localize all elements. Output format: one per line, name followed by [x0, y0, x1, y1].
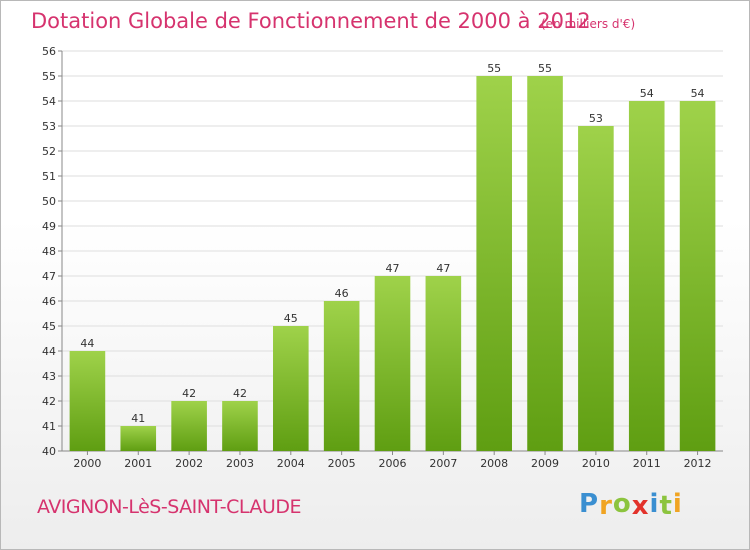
- value-label-2003: 42: [233, 387, 247, 400]
- y-tick-label: 42: [42, 395, 56, 408]
- commune-name: AVIGNON-LèS-SAINT-CLAUDE: [37, 496, 301, 518]
- value-label-2008: 55: [487, 62, 501, 75]
- y-tick-label: 41: [42, 420, 56, 433]
- x-tick-label-2012: 2012: [684, 457, 712, 470]
- bar-2005: [324, 301, 360, 451]
- value-label-2001: 41: [131, 412, 145, 425]
- value-label-2005: 46: [335, 287, 349, 300]
- bar-2012: [680, 101, 716, 451]
- bar-2001: [120, 426, 156, 451]
- value-label-2011: 54: [640, 87, 654, 100]
- value-label-2006: 47: [386, 262, 400, 275]
- y-tick-label: 44: [42, 345, 56, 358]
- bar-2004: [273, 326, 309, 451]
- x-tick-label-2008: 2008: [480, 457, 508, 470]
- logo-letter: i: [673, 489, 683, 519]
- x-tick-label-2004: 2004: [277, 457, 305, 470]
- y-tick-label: 52: [42, 145, 56, 158]
- y-tick-label: 54: [42, 95, 56, 108]
- bar-2003: [222, 401, 258, 451]
- logo-letter: r: [599, 491, 613, 521]
- x-tick-label-2010: 2010: [582, 457, 610, 470]
- x-tick-label-2007: 2007: [429, 457, 457, 470]
- y-tick-label: 46: [42, 295, 56, 308]
- value-label-2012: 54: [691, 87, 705, 100]
- bar-2007: [426, 276, 462, 451]
- logo-letter: t: [659, 491, 672, 521]
- bar-chart: 40 41 42 43 44 45 46 47 48 49 50 51 52 53 54 55 56 44 200…: [1, 1, 749, 549]
- y-tick-label: 50: [42, 195, 56, 208]
- logo-letter: x: [632, 491, 650, 521]
- proxiti-logo[interactable]: Proxiti: [579, 489, 683, 519]
- x-tick-label-2011: 2011: [633, 457, 661, 470]
- value-label-2007: 47: [436, 262, 450, 275]
- y-tick-label: 43: [42, 370, 56, 383]
- y-tick-label: 48: [42, 245, 56, 258]
- bar-2008: [476, 76, 512, 451]
- y-tick-label: 53: [42, 120, 56, 133]
- bar-2010: [578, 126, 614, 451]
- x-tick-label-2002: 2002: [175, 457, 203, 470]
- bar-2002: [171, 401, 207, 451]
- bar-2011: [629, 101, 665, 451]
- bar-2000: [70, 351, 106, 451]
- value-label-2010: 53: [589, 112, 603, 125]
- value-label-2002: 42: [182, 387, 196, 400]
- value-label-2009: 55: [538, 62, 552, 75]
- y-tick-label: 49: [42, 220, 56, 233]
- value-label-2000: 44: [80, 337, 94, 350]
- logo-letter: i: [650, 489, 660, 519]
- x-tick-label-2003: 2003: [226, 457, 254, 470]
- logo-letter: P: [579, 489, 599, 519]
- y-tick-label: 56: [42, 45, 56, 58]
- x-tick-label-2001: 2001: [124, 457, 152, 470]
- chart-frame: Dotation Globale de Fonctionnement de 20…: [0, 0, 750, 550]
- x-tick-label-2006: 2006: [379, 457, 407, 470]
- logo-letter: o: [613, 489, 632, 519]
- value-label-2004: 45: [284, 312, 298, 325]
- x-tick-label-2009: 2009: [531, 457, 559, 470]
- y-tick-label: 40: [42, 445, 56, 458]
- x-tick-label-2000: 2000: [73, 457, 101, 470]
- y-tick-label: 45: [42, 320, 56, 333]
- y-tick-label: 51: [42, 170, 56, 183]
- x-tick-label-2005: 2005: [328, 457, 356, 470]
- y-tick-label: 55: [42, 70, 56, 83]
- y-tick-label: 47: [42, 270, 56, 283]
- bar-2009: [527, 76, 563, 451]
- bar-2006: [375, 276, 411, 451]
